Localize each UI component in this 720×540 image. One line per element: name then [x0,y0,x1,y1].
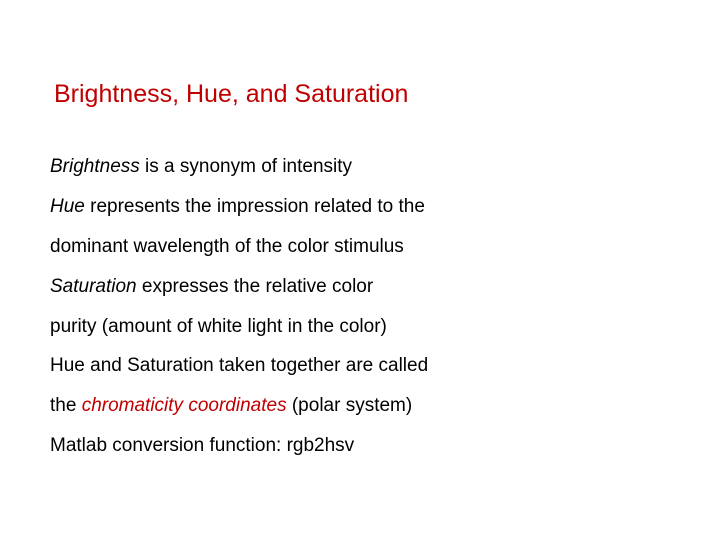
line-1: Brightness is a synonym of intensity [50,147,670,187]
slide-title: Brightness, Hue, and Saturation [54,80,670,109]
slide-container: Brightness, Hue, and Saturation Brightne… [0,0,720,540]
line-1-rest: is a synonym of intensity [140,156,352,177]
term-brightness: Brightness [50,156,140,177]
line-4: Saturation expresses the relative color [50,267,670,307]
term-saturation: Saturation [50,276,137,297]
line-3: dominant wavelength of the color stimulu… [50,227,670,267]
line-7: the chromaticity coordinates (polar syst… [50,386,670,426]
term-chromaticity: chromaticity coordinates [82,395,287,416]
line-5: purity (amount of white light in the col… [50,307,670,347]
term-hue: Hue [50,196,85,217]
line-6: Hue and Saturation taken together are ca… [50,346,670,386]
line-7-rest: (polar system) [287,395,413,416]
line-4-rest: expresses the relative color [137,276,374,297]
line-8: Matlab conversion function: rgb2hsv [50,426,670,466]
line-7-pre: the [50,395,82,416]
line-2-rest: represents the impression related to the [85,196,425,217]
line-2: Hue represents the impression related to… [50,187,670,227]
